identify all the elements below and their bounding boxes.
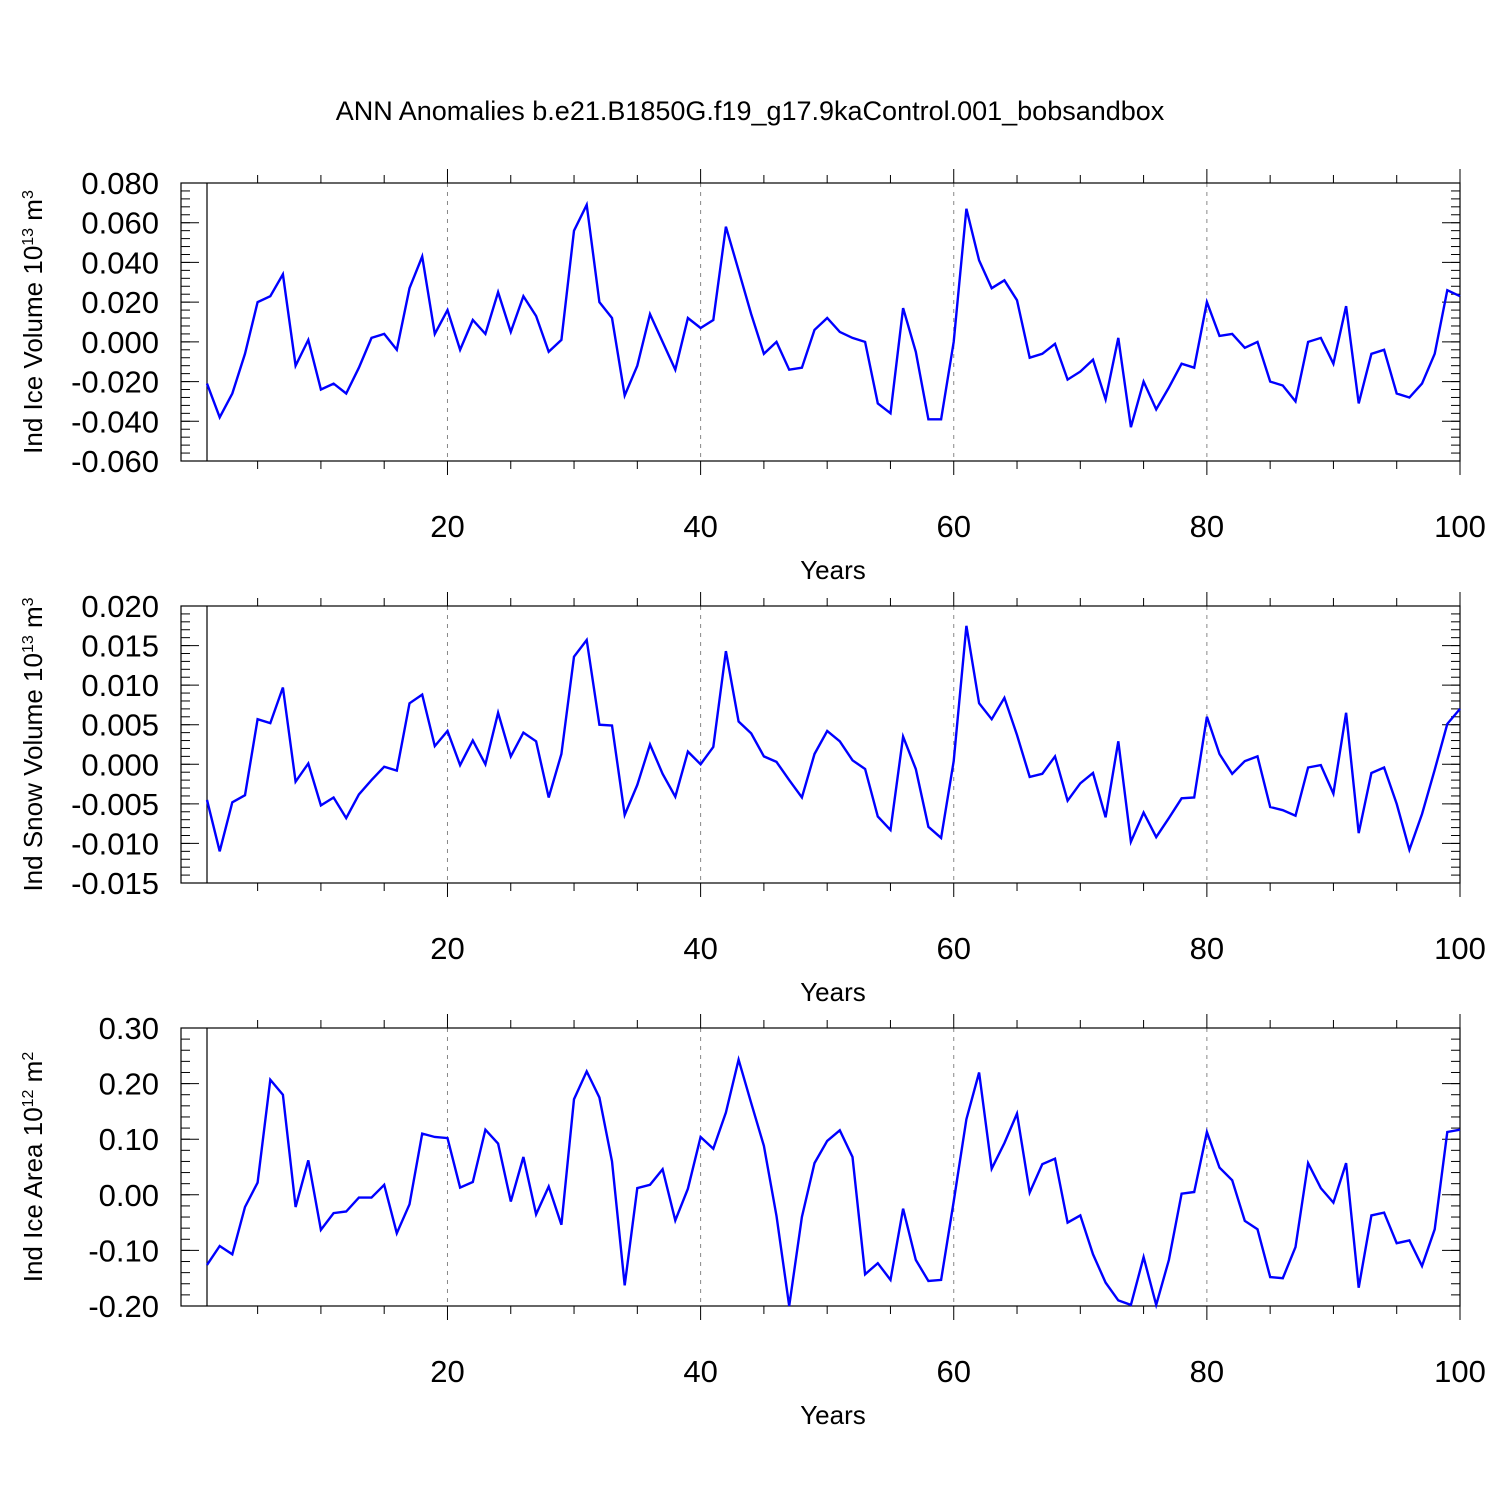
x-tick-label: 80: [1190, 509, 1224, 544]
x-tick-label: 20: [430, 931, 464, 966]
y-tick-label: 0.015: [81, 629, 159, 664]
y-tick-label: -0.010: [71, 826, 159, 861]
x-tick-label: 60: [936, 509, 970, 544]
x-tick-label: 20: [430, 1354, 464, 1389]
y-tick-label: 0.080: [81, 166, 159, 201]
y-tick-label: 0.060: [81, 206, 159, 241]
x-tick-label: 100: [1434, 931, 1486, 966]
x-axis-title: Years: [800, 1400, 866, 1430]
x-tick-label: 40: [683, 509, 717, 544]
y-tick-label: 0.040: [81, 245, 159, 280]
y-tick-label: 0.005: [81, 708, 159, 743]
chart-panel-3: 20 40 60 80 100 -0.20 -0.10 0.00 0.10 0.20 0.30 Yea…: [18, 1011, 1486, 1430]
series-line: [206, 1055, 1461, 1310]
y-tick-label: -0.20: [88, 1289, 159, 1324]
y-tick-label: -0.015: [71, 866, 159, 901]
x-tick-label: 60: [936, 1354, 970, 1389]
x-tick-label: 100: [1434, 1354, 1486, 1389]
y-tick-label: -0.040: [71, 404, 159, 439]
plot-frame: [180, 1027, 1461, 1307]
x-tick-label: 80: [1190, 931, 1224, 966]
y-tick-label: -0.10: [88, 1233, 159, 1268]
y-tick-label: 0.000: [81, 747, 159, 782]
chart-panel-1: 20 40 60 80 100 -0.060 -0.040 -0.020 0.000 0.020 0…: [18, 166, 1486, 585]
y-tick-label: 0.10: [99, 1122, 159, 1157]
x-tick-label: 40: [683, 1354, 717, 1389]
x-axis-title: Years: [800, 977, 866, 1007]
plot-frame: [180, 605, 1461, 884]
x-tick-label: 100: [1434, 509, 1486, 544]
y-axis-title: Ind Snow Volume 1013 m3: [18, 597, 48, 891]
y-tick-label: 0.30: [99, 1011, 159, 1046]
x-tick-label: 40: [683, 931, 717, 966]
y-tick-label: 0.010: [81, 668, 159, 703]
y-tick-label: 0.20: [99, 1067, 159, 1102]
y-tick-label: -0.005: [71, 787, 159, 822]
y-tick-label: -0.020: [71, 365, 159, 400]
x-axis-title: Years: [800, 555, 866, 585]
x-tick-label: 20: [430, 509, 464, 544]
y-tick-label: 0.00: [99, 1178, 159, 1213]
y-tick-label: 0.000: [81, 325, 159, 360]
x-tick-label: 80: [1190, 1354, 1224, 1389]
figure-title: ANN Anomalies b.e21.B1850G.f19_g17.9kaCo…: [336, 96, 1165, 126]
series-line: [205, 625, 1461, 854]
chart-panel-2: 20 40 60 80 100 -0.015 -0.010 -0.005 0.000 0.005 0…: [18, 589, 1486, 1007]
y-tick-label: 0.020: [81, 285, 159, 320]
y-tick-label: -0.060: [71, 444, 159, 479]
x-tick-label: 60: [936, 931, 970, 966]
y-axis-title: Ind Ice Area 1012 m2: [18, 1052, 48, 1283]
plot-frame: [180, 182, 1461, 462]
y-axis-title: Ind Ice Volume 1013 m3: [18, 190, 48, 454]
y-tick-label: 0.020: [81, 589, 159, 624]
series-line: [205, 200, 1461, 428]
